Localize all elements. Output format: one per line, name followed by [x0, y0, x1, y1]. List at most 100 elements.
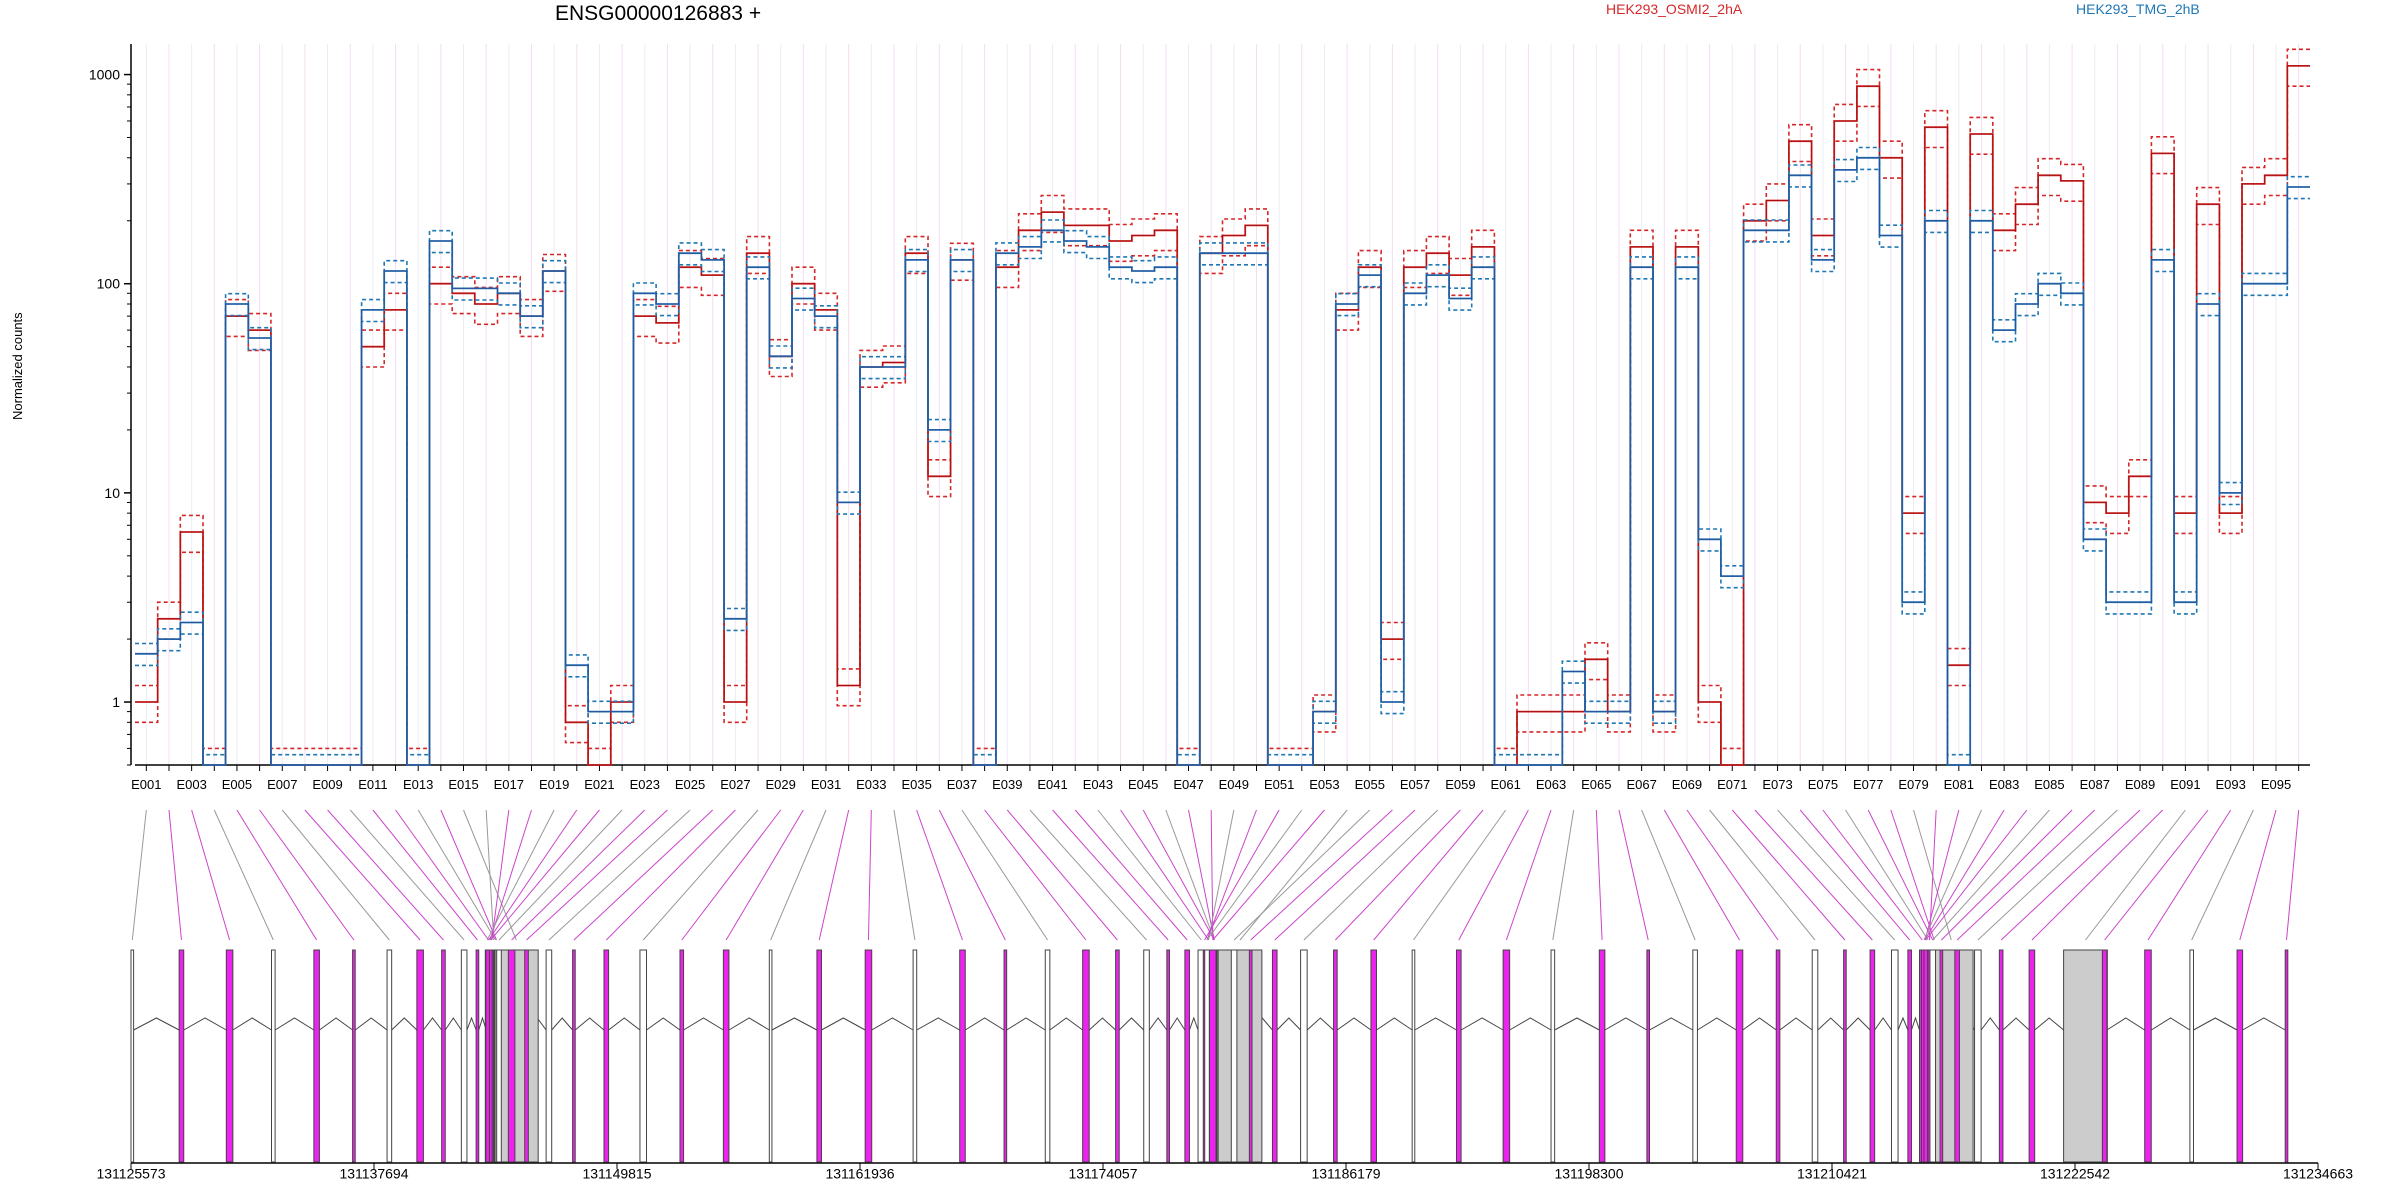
intron-connector [574, 1017, 605, 1031]
exon-link-line [984, 809, 1087, 941]
exon-link-line [1924, 809, 2005, 941]
exon-box [1411, 949, 1416, 1163]
exon-link-line [1686, 809, 1779, 941]
exon-link-line [916, 809, 963, 941]
exon-link-line [1941, 809, 2073, 941]
x-tick-label: E083 [1989, 777, 2019, 792]
intron-connector [608, 1017, 641, 1031]
exon-box [496, 949, 502, 1163]
x-tick-label: E029 [766, 777, 796, 792]
x-tick-label: E015 [448, 777, 478, 792]
intron-connector [1336, 1017, 1372, 1031]
intron-connector [821, 1017, 866, 1031]
intron-connector [916, 1017, 960, 1031]
exon-box [1811, 949, 1819, 1163]
exon-link-line [1799, 809, 1911, 941]
intron-connector [1697, 1017, 1737, 1031]
intron-connector [444, 1017, 462, 1031]
intron-connector [1742, 1017, 1777, 1031]
intron-connector [2242, 1017, 2286, 1031]
x-tick-label: E025 [675, 777, 705, 792]
genomic-tick-label: 131198300 [1554, 1165, 1623, 1181]
exon-link-line [1233, 809, 1371, 941]
exon-box [1204, 949, 1210, 1163]
intron-connector [423, 1017, 443, 1031]
exon-box [1954, 949, 1960, 1163]
exon-box [1775, 949, 1781, 1163]
exon-box [1208, 949, 1217, 1163]
intron-connector [2106, 1017, 2145, 1031]
genomic-tick-label: 131186179 [1311, 1165, 1380, 1181]
x-tick-label: E059 [1445, 777, 1475, 792]
exon-box [2236, 949, 2244, 1163]
y-tick-label: 1000 [89, 67, 120, 83]
series-median-line [135, 157, 2310, 766]
series-line [135, 65, 2310, 766]
exon-link-line [681, 809, 782, 941]
exon-box [1939, 949, 1944, 1163]
exon-link-line [486, 809, 555, 941]
x-tick-label: E085 [2034, 777, 2064, 792]
exon-link-line [1097, 809, 1202, 941]
exon-box [1115, 949, 1120, 1163]
x-tick-label: E061 [1491, 777, 1521, 792]
intron-connector [1554, 1017, 1600, 1031]
x-tick-label: E073 [1762, 777, 1792, 792]
series-median-line [135, 65, 2310, 766]
exon-box [130, 949, 135, 1163]
exon-box [1455, 949, 1462, 1163]
exon-box [722, 949, 730, 1163]
genomic-tick-label: 131149815 [582, 1165, 651, 1181]
genomic-tick-label: 131174057 [1068, 1165, 1137, 1181]
x-tick-label: E001 [131, 777, 161, 792]
x-tick-label: E067 [1626, 777, 1656, 792]
exon-box [1044, 949, 1051, 1163]
genomic-tick-label: 131234663 [2283, 1165, 2353, 1181]
x-tick-label: E011 [358, 777, 387, 792]
x-tick-label: E017 [494, 777, 524, 792]
intron-connector [391, 1017, 418, 1031]
intron-connector [1006, 1017, 1046, 1031]
intron-connector [1049, 1017, 1083, 1031]
exon-link-line [1822, 809, 1923, 941]
x-tick-label: E043 [1083, 777, 1113, 792]
x-tick-label: E091 [2170, 777, 2200, 792]
intron-connector [1118, 1017, 1145, 1031]
genomic-tick-label: 131125573 [96, 1165, 165, 1181]
exon-link-line [1977, 809, 2118, 941]
x-tick-label: E055 [1355, 777, 1385, 792]
exon-box [1735, 949, 1744, 1163]
exon-box [1692, 949, 1698, 1163]
exon-box [1998, 949, 2004, 1163]
intron-connector [183, 1017, 227, 1031]
exon-link-lines [131, 809, 2300, 941]
exon-link-line [1373, 809, 1484, 941]
x-tick-label: E079 [1898, 777, 1928, 792]
intron-connector [646, 1017, 681, 1031]
exon-box [639, 949, 648, 1163]
x-tick-label: E033 [856, 777, 886, 792]
intron-connector [1088, 1017, 1116, 1031]
intron-connector [1460, 1017, 1504, 1031]
exon-link-line [1845, 809, 1929, 941]
exon-link-line [1663, 809, 1740, 941]
x-tick-label: E053 [1309, 777, 1339, 792]
exon-link-line [1052, 809, 1169, 941]
intron-connector [871, 1017, 914, 1031]
exon-link-line [1029, 809, 1147, 941]
intron-connector [1604, 1017, 1648, 1031]
exon-link-line [191, 809, 231, 941]
exon-link-line [417, 809, 496, 941]
exon-link-line [1867, 809, 1934, 941]
exon-box [475, 949, 480, 1163]
x-tick-label: E081 [1944, 777, 1974, 792]
intron-connector [683, 1017, 724, 1031]
x-tick-label: E027 [720, 777, 750, 792]
intron-connector [1911, 1016, 1920, 1031]
intron-connector [2034, 1017, 2064, 1031]
exon-box [1370, 949, 1378, 1163]
exon-link-line [893, 809, 916, 941]
exon-link-line [770, 809, 827, 941]
exon-box [959, 949, 966, 1163]
